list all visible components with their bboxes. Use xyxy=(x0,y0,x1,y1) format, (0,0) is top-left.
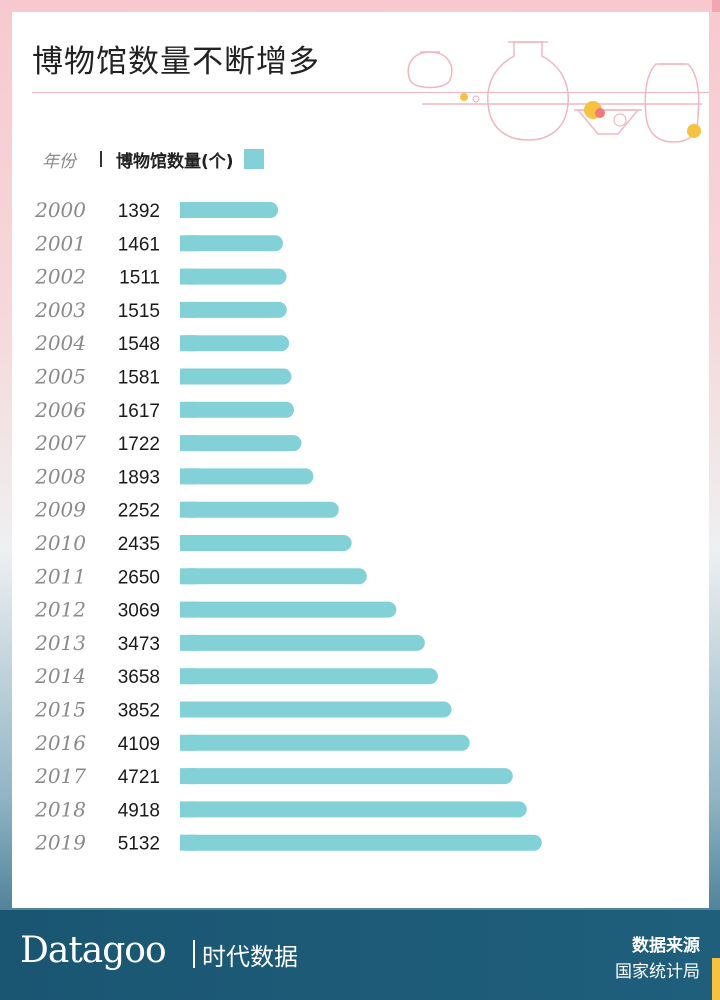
legend-swatch xyxy=(243,149,264,169)
bar xyxy=(180,268,287,285)
value-label: 1515 xyxy=(118,301,160,322)
bar-start xyxy=(180,335,196,352)
year-label: 2003 xyxy=(34,298,86,322)
bar xyxy=(180,768,513,785)
value-label: 1581 xyxy=(118,368,160,389)
year-label: 2013 xyxy=(34,631,86,655)
chart-card: 博物馆数量不断增多 年份 博物馆数量(个) 2000 1392 2001 1461 20… xyxy=(12,12,709,908)
bar xyxy=(180,601,397,618)
bar xyxy=(180,535,352,551)
bar xyxy=(180,568,367,585)
bar-start xyxy=(180,202,196,218)
value-label: 1461 xyxy=(118,234,160,255)
year-label: 2012 xyxy=(34,598,86,622)
edge-accent-yellow xyxy=(712,958,720,1000)
value-label: 1617 xyxy=(118,401,160,422)
museum-vase-illustration xyxy=(407,41,702,143)
bar-chart: 2000 1392 2001 1461 2002 1511 2003 1515 2004 1548… xyxy=(34,198,542,855)
bar-start xyxy=(180,701,196,718)
value-label: 5132 xyxy=(118,834,160,855)
bar xyxy=(180,335,290,352)
bar-start xyxy=(180,668,196,685)
value-label: 2252 xyxy=(118,501,160,522)
bar xyxy=(180,368,292,385)
edge-accent-pink xyxy=(712,0,720,12)
page-title: 博物馆数量不断增多 xyxy=(32,44,320,80)
year-label: 2011 xyxy=(34,564,86,588)
bar xyxy=(180,701,452,718)
bar-start xyxy=(180,801,196,818)
bar xyxy=(180,301,287,318)
year-label: 2000 xyxy=(34,198,86,222)
year-label: 2009 xyxy=(34,498,86,522)
bar-start xyxy=(180,634,196,651)
value-label: 2435 xyxy=(118,534,160,555)
year-label: 2002 xyxy=(34,265,86,289)
year-label: 2018 xyxy=(34,797,86,821)
value-label: 4918 xyxy=(118,800,160,821)
value-label: 3658 xyxy=(118,667,160,688)
year-label: 2015 xyxy=(34,698,86,722)
brand-name-cn: 时代数据 xyxy=(202,943,298,971)
bar-start xyxy=(180,568,196,585)
value-label: 3852 xyxy=(118,701,160,722)
year-label: 2007 xyxy=(34,431,86,455)
bar-start xyxy=(180,601,196,618)
value-label: 3069 xyxy=(118,601,160,622)
year-label: 2001 xyxy=(34,231,86,255)
bar-start xyxy=(180,834,196,851)
bar-start xyxy=(180,268,196,285)
value-label: 3473 xyxy=(118,634,160,655)
year-label: 2017 xyxy=(34,764,86,788)
bar-start xyxy=(180,468,196,485)
footer-band xyxy=(0,910,720,1000)
bar xyxy=(180,634,425,651)
brand-separator xyxy=(193,940,195,968)
year-label: 2004 xyxy=(34,331,86,355)
bar xyxy=(180,202,279,218)
year-label: 2010 xyxy=(34,531,86,555)
bar xyxy=(180,468,314,485)
legend-separator xyxy=(100,151,102,167)
bar-start xyxy=(180,435,196,452)
bar xyxy=(180,401,294,418)
value-label: 2650 xyxy=(118,567,160,588)
bar-start xyxy=(180,535,196,551)
year-label: 2014 xyxy=(34,664,86,688)
value-label: 1548 xyxy=(118,334,160,355)
year-label: 2019 xyxy=(34,831,86,855)
source-label: 数据来源 xyxy=(632,936,700,956)
bar xyxy=(180,235,284,252)
value-label: 1392 xyxy=(118,201,160,222)
bar xyxy=(180,801,527,818)
bar-start xyxy=(180,368,196,385)
year-column-header: 年份 xyxy=(42,151,76,172)
bar xyxy=(180,668,438,685)
bar xyxy=(180,435,302,452)
chart-legend: 年份 博物馆数量(个) xyxy=(42,144,264,174)
bar xyxy=(180,501,339,518)
bar-start xyxy=(180,401,196,418)
bar-start xyxy=(180,235,196,252)
value-label: 1511 xyxy=(119,268,160,289)
brand-logo: Datagoo xyxy=(20,930,167,971)
title-divider xyxy=(32,92,709,93)
value-column-header: 博物馆数量(个) xyxy=(116,151,234,172)
bar-start xyxy=(180,734,196,751)
year-label: 2008 xyxy=(34,464,86,488)
source-name: 国家统计局 xyxy=(615,962,700,982)
bar-start xyxy=(180,501,196,518)
year-label: 2006 xyxy=(34,398,86,422)
value-label: 4721 xyxy=(118,767,160,788)
year-label: 2005 xyxy=(34,365,86,389)
value-label: 1722 xyxy=(118,434,160,455)
year-label: 2016 xyxy=(34,731,86,755)
bar xyxy=(180,734,470,751)
bar-start xyxy=(180,301,196,318)
bar xyxy=(180,834,542,851)
bar-start xyxy=(180,768,196,785)
value-label: 1893 xyxy=(118,467,160,488)
value-label: 4109 xyxy=(118,734,160,755)
